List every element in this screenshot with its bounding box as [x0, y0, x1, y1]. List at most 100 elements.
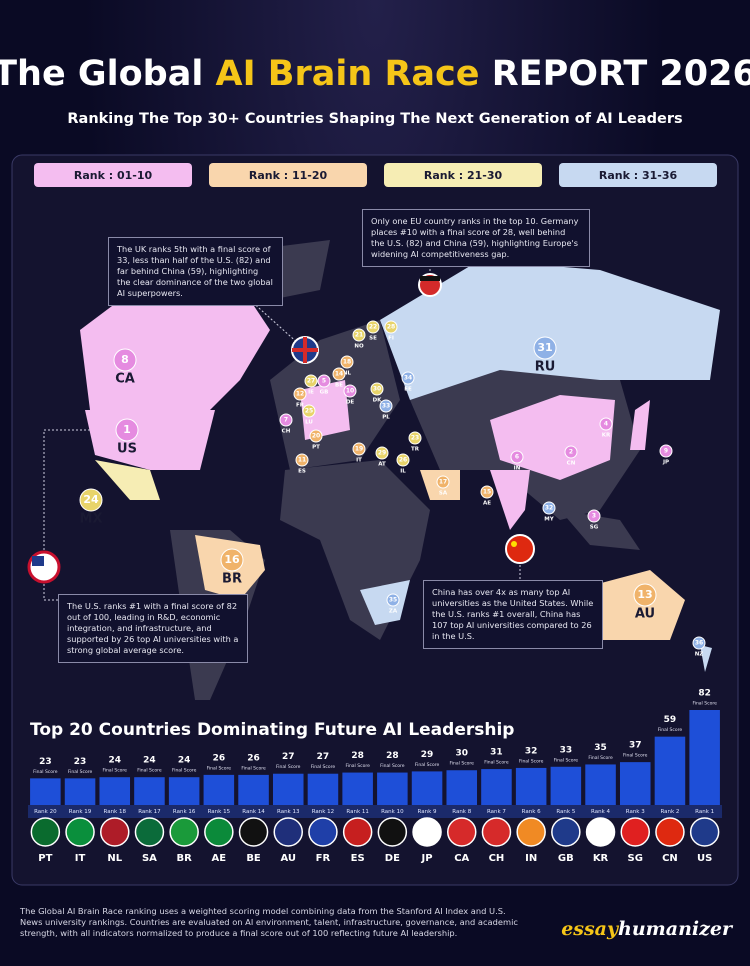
marker-code: MY	[544, 517, 554, 523]
rank-label: Rank 12	[312, 809, 335, 815]
marker-code: FI	[388, 336, 394, 342]
rank-label: Rank 10	[381, 809, 404, 815]
marker-dot	[340, 355, 354, 369]
bar	[168, 777, 200, 805]
marker-dot	[533, 336, 557, 360]
callout: The U.S. ranks #1 with a final score of …	[58, 594, 248, 664]
callout: The UK ranks 5th with a final score of 3…	[108, 237, 283, 307]
footer-note: The Global AI Brain Race ranking uses a …	[20, 906, 518, 939]
legend-label: Rank : 01-10	[74, 169, 153, 182]
marker-dot	[379, 399, 393, 413]
country-shape	[360, 580, 410, 625]
marker-dot	[293, 387, 307, 401]
marker-dot	[384, 320, 398, 334]
bar	[585, 764, 616, 805]
marker-code: US	[117, 442, 137, 457]
flag	[551, 817, 581, 847]
bar	[411, 771, 443, 805]
value-label: 28	[386, 751, 399, 761]
flag-badges	[27, 273, 535, 584]
marker-code: NO	[354, 344, 364, 350]
country-shape	[300, 380, 350, 440]
rank-label: Rank 16	[173, 809, 196, 815]
flag	[689, 817, 720, 847]
marker-code: CN	[567, 461, 576, 467]
marker-rank: 23	[411, 435, 419, 442]
value-caption: Final Score	[276, 764, 301, 770]
value-label: 28	[351, 751, 364, 761]
bar	[377, 772, 408, 805]
marker-dot	[587, 509, 601, 523]
value-label: 23	[74, 757, 87, 767]
bar	[134, 777, 165, 805]
bar	[238, 774, 269, 805]
x-tick-label: ES	[351, 853, 365, 864]
value-label: 24	[178, 756, 191, 766]
bar	[342, 772, 373, 805]
country-shape	[80, 290, 270, 410]
value-caption: Final Score	[241, 765, 266, 771]
bar	[203, 774, 235, 805]
rank-label: Rank 7	[487, 809, 506, 815]
flag	[620, 817, 650, 847]
marker-dot	[295, 453, 309, 467]
x-tick-label: SA	[142, 853, 157, 864]
value-label: 24	[108, 756, 121, 766]
value-caption: Final Score	[33, 769, 58, 775]
rank-label: Rank 3	[626, 809, 645, 815]
value-caption: Final Score	[415, 762, 440, 768]
rank-label: Rank 4	[591, 809, 610, 815]
marker-code: SE	[369, 336, 377, 342]
marker-code: BR	[222, 572, 242, 587]
marker-rank: 5	[322, 378, 326, 385]
x-tick-label: CH	[489, 853, 505, 864]
marker-dot	[480, 485, 494, 499]
country-shape	[700, 645, 712, 672]
marker-code: KR	[602, 433, 611, 439]
marker-rank: 10	[346, 388, 354, 395]
rank-label: Rank 1	[695, 809, 714, 815]
marker-code: SA	[439, 491, 448, 497]
value-label: 30	[455, 749, 468, 759]
callout: China has over 4x as many top AI univers…	[423, 580, 603, 650]
leader-line	[43, 429, 90, 550]
marker-rank: 21	[355, 332, 363, 339]
value-label: 82	[698, 689, 711, 699]
brand-part: humanizer	[618, 918, 732, 940]
marker-rank: 22	[369, 324, 377, 331]
rank-strip	[28, 805, 722, 818]
x-tick-label: US	[697, 853, 712, 864]
bar	[515, 767, 547, 805]
marker-rank: 8	[121, 353, 129, 366]
marker-rank: 13	[637, 588, 652, 601]
marker-dot	[352, 328, 366, 342]
legend-swatch	[559, 163, 717, 187]
rank-label: Rank 15	[208, 809, 231, 815]
marker-code: MX	[80, 512, 103, 527]
legend-swatch	[384, 163, 542, 187]
rank-label: Rank 9	[418, 809, 437, 815]
flag	[30, 817, 61, 847]
marker-dot	[304, 374, 318, 388]
marker-rank: 30	[373, 386, 381, 393]
marker-code: AE	[483, 501, 491, 507]
x-tick-label: IT	[75, 853, 86, 864]
value-label: 29	[421, 750, 434, 760]
marker-code: PT	[312, 445, 320, 451]
rank-label: Rank 19	[69, 809, 92, 815]
bar	[481, 769, 512, 805]
flag	[65, 817, 95, 847]
x-tick-label: AU	[280, 853, 296, 864]
marker-dot	[113, 348, 137, 372]
marker-dot	[510, 450, 524, 464]
bar	[654, 736, 686, 805]
flag	[377, 817, 408, 847]
marker-rank: 9	[664, 448, 668, 455]
bar	[550, 766, 582, 805]
country-shape	[380, 260, 720, 400]
marker-dot	[386, 593, 400, 607]
marker-dot	[401, 371, 415, 385]
marker-code: NL	[343, 371, 352, 377]
marker-dot	[302, 404, 316, 418]
marker-rank: 7	[284, 417, 288, 424]
